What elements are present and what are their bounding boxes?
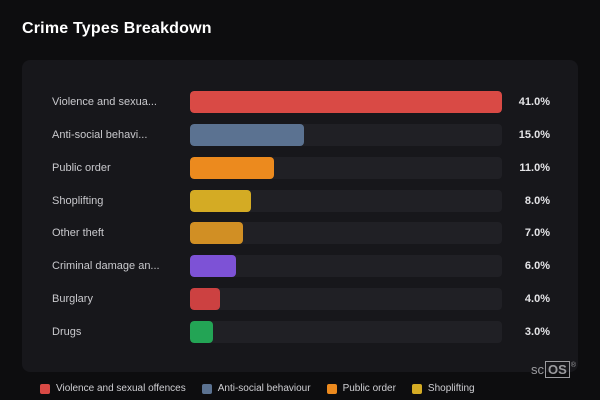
bar[interactable] [190, 288, 221, 311]
bar-track [190, 320, 502, 343]
category-label: Violence and sexua... [52, 96, 157, 108]
bar-row: Criminal damage an... 6.0% [52, 250, 550, 282]
bar-row: Shoplifting 8.0% [52, 185, 550, 217]
bar[interactable] [190, 189, 251, 212]
bar[interactable] [190, 222, 244, 245]
page-title: Crime Types Breakdown [22, 20, 212, 37]
bar[interactable] [190, 320, 213, 343]
category-label: Other theft [52, 227, 104, 240]
value-label: 7.0% [524, 227, 550, 240]
legend-swatch-icon [40, 383, 50, 394]
bar-track [190, 156, 502, 179]
bar-track [190, 189, 502, 212]
bar-row: Public order 11.0% [52, 152, 550, 184]
category-label: Shoplifting [52, 194, 104, 207]
bar-row: Violence and sexua... 41.0% [52, 86, 550, 118]
legend-label: Anti-social behaviour [217, 383, 311, 394]
bar[interactable] [190, 255, 236, 278]
bar-track [190, 123, 502, 146]
value-label: 11.0% [519, 161, 550, 174]
legend-item[interactable]: Anti-social behaviour [201, 383, 311, 394]
bar[interactable] [190, 91, 502, 113]
watermark-boxed: OS [545, 361, 570, 378]
legend-label: Public order [342, 383, 396, 394]
category-label: Drugs [52, 325, 82, 338]
category-label: Criminal damage an... [52, 260, 160, 273]
bar-row: Other theft 7.0% [52, 217, 550, 249]
legend-label: Violence and sexual offences [56, 383, 186, 394]
legend-label: Shoplifting [427, 383, 475, 394]
bar-row: Burglary 4.0% [52, 283, 550, 315]
bar-track [190, 222, 502, 245]
legend-item[interactable]: Shoplifting [411, 383, 475, 394]
bar-rows: Violence and sexua... 41.0% Anti-social be… [52, 86, 550, 348]
legend-swatch-icon [326, 383, 337, 394]
watermark-prefix: sc [531, 362, 545, 377]
category-label: Anti-social behavi... [52, 128, 148, 141]
legend: Violence and sexual offences Anti-social … [40, 383, 475, 394]
value-label: 41.0% [518, 96, 550, 108]
value-label: 8.0% [524, 194, 550, 207]
legend-swatch-icon [411, 383, 422, 394]
value-label: 4.0% [524, 293, 550, 306]
bar[interactable] [190, 156, 274, 179]
bar-track [190, 255, 502, 278]
legend-item[interactable]: Violence and sexual offences [40, 383, 186, 394]
chart-card: Violence and sexua... 41.0% Anti-social be… [22, 60, 578, 372]
bar[interactable] [190, 123, 305, 146]
registered-icon: ® [570, 362, 576, 369]
value-label: 15.0% [518, 128, 550, 141]
bar-track [190, 288, 502, 311]
bar-row: Drugs 3.0% [52, 316, 550, 348]
legend-swatch-icon [201, 383, 212, 394]
watermark: sc OS ® [531, 361, 576, 378]
category-label: Public order [52, 161, 111, 174]
legend-item[interactable]: Public order [326, 383, 396, 394]
value-label: 3.0% [524, 325, 550, 338]
category-label: Burglary [52, 293, 93, 306]
bar-row: Anti-social behavi... 15.0% [52, 119, 550, 151]
bar-track [190, 91, 502, 113]
value-label: 6.0% [524, 260, 550, 273]
